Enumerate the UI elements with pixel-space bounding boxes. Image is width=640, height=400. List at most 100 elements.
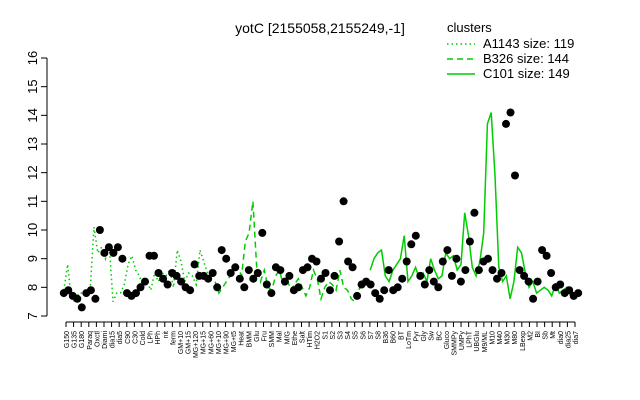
x-tick-label: B36 [383, 331, 390, 344]
data-point [375, 294, 384, 303]
x-tick-label: S5 [353, 331, 360, 340]
data-point [371, 289, 380, 298]
x-tick-label: M2 [527, 331, 534, 341]
data-point [77, 303, 86, 312]
data-point [452, 254, 461, 263]
data-point [393, 283, 402, 292]
data-point [213, 283, 222, 292]
x-tick-label: S4 [345, 331, 352, 340]
data-point [190, 260, 199, 269]
data-point [159, 274, 168, 283]
data-point [231, 263, 240, 272]
data-point [118, 254, 127, 263]
x-tick-label: dia7 [573, 331, 580, 344]
x-tick-label: M9/ML [482, 331, 489, 353]
x-tick-label: S7 [368, 331, 375, 340]
y-tick-label: 12 [25, 165, 40, 179]
data-point [339, 197, 348, 206]
data-point [91, 294, 100, 303]
series-line-0 [63, 226, 212, 303]
x-tick-label: Pyr [413, 330, 420, 341]
data-point [511, 171, 519, 180]
axes: 7 8 9 10 11 12 13 14 15 16 G150 G135 G180 Paraq Oxctl D… [25, 51, 580, 358]
x-tick-label: Ethe [292, 331, 299, 346]
data-point [420, 280, 429, 289]
x-tick-label: BT [398, 330, 405, 340]
data-point [258, 228, 267, 237]
data-point [407, 240, 416, 249]
data-point [150, 251, 158, 260]
x-tick-label: BMM [246, 331, 253, 348]
data-point [222, 254, 231, 263]
x-tick-label: Diami [102, 331, 109, 349]
data-point [226, 269, 235, 277]
data-point [244, 266, 253, 275]
data-point [186, 286, 195, 295]
x-tick-label: M80 [512, 331, 519, 345]
data-point [86, 286, 95, 295]
data-point [335, 237, 344, 246]
x-tick-label: LPh [148, 331, 155, 344]
data-point [249, 274, 258, 283]
data-point [470, 208, 479, 217]
data-point [267, 289, 276, 298]
x-tick-label: MG+15 [201, 331, 208, 354]
data-point [416, 271, 425, 280]
data-point [497, 269, 506, 277]
data-point [326, 286, 334, 295]
x-tick-label: HTim [307, 331, 314, 348]
data-point [348, 263, 357, 272]
data-point [529, 294, 538, 303]
series-line-1 [214, 201, 367, 303]
y-tick-label: 13 [25, 137, 40, 151]
y-tick-label: 15 [25, 79, 40, 93]
data-point [425, 266, 434, 275]
data-point [285, 271, 294, 280]
x-tick-label: dia15 [110, 331, 117, 348]
series-line-2 [369, 112, 579, 299]
data-point [104, 243, 113, 252]
data-point [344, 257, 353, 266]
x-tick-label: S6 [360, 331, 367, 340]
x-tick-label: dia25 [565, 331, 572, 348]
x-tick-label: C30 [132, 331, 139, 344]
data-point [366, 280, 375, 289]
data-point [402, 257, 411, 266]
data-point [312, 257, 321, 266]
data-point [172, 271, 181, 280]
data-point [262, 280, 271, 289]
x-tick-label: Paraq [87, 331, 94, 350]
data-point [398, 274, 407, 283]
x-tick-label: M30 [505, 331, 512, 345]
data-point [533, 277, 542, 286]
x-tick-label: UBGlu [474, 331, 481, 352]
x-tick-label: Mal [277, 331, 284, 343]
x-tick-label: GM+15 [186, 331, 193, 354]
data-point [95, 226, 104, 234]
x-tick-label: GM+10 [178, 331, 185, 354]
data-point [317, 274, 325, 283]
x-tick-label: LoTm [406, 331, 413, 349]
data-point [411, 231, 420, 240]
data-point [100, 248, 109, 257]
x-tick-label: Gluco [444, 331, 451, 349]
legend-label: A1143 size: 119 [483, 36, 574, 51]
x-tick-label: MG+10 [216, 331, 223, 354]
x-tick-label: B60 [391, 331, 398, 344]
x-tick-label: S2 [330, 331, 337, 340]
x-tick-label: SMM [269, 331, 276, 348]
data-point [465, 237, 474, 246]
data-point [253, 269, 262, 277]
data-point [434, 283, 443, 292]
legend-label: B326 size: 144 [483, 51, 569, 66]
x-tick-label: G180 [79, 331, 86, 348]
data-point [565, 286, 574, 295]
data-point [384, 266, 393, 275]
x-tick-label: S1 [322, 331, 329, 340]
chart-title: yotC [2155058,2155249,-1] [235, 20, 405, 36]
data-point [154, 269, 163, 277]
data-point [240, 283, 249, 292]
data-point [217, 246, 226, 255]
